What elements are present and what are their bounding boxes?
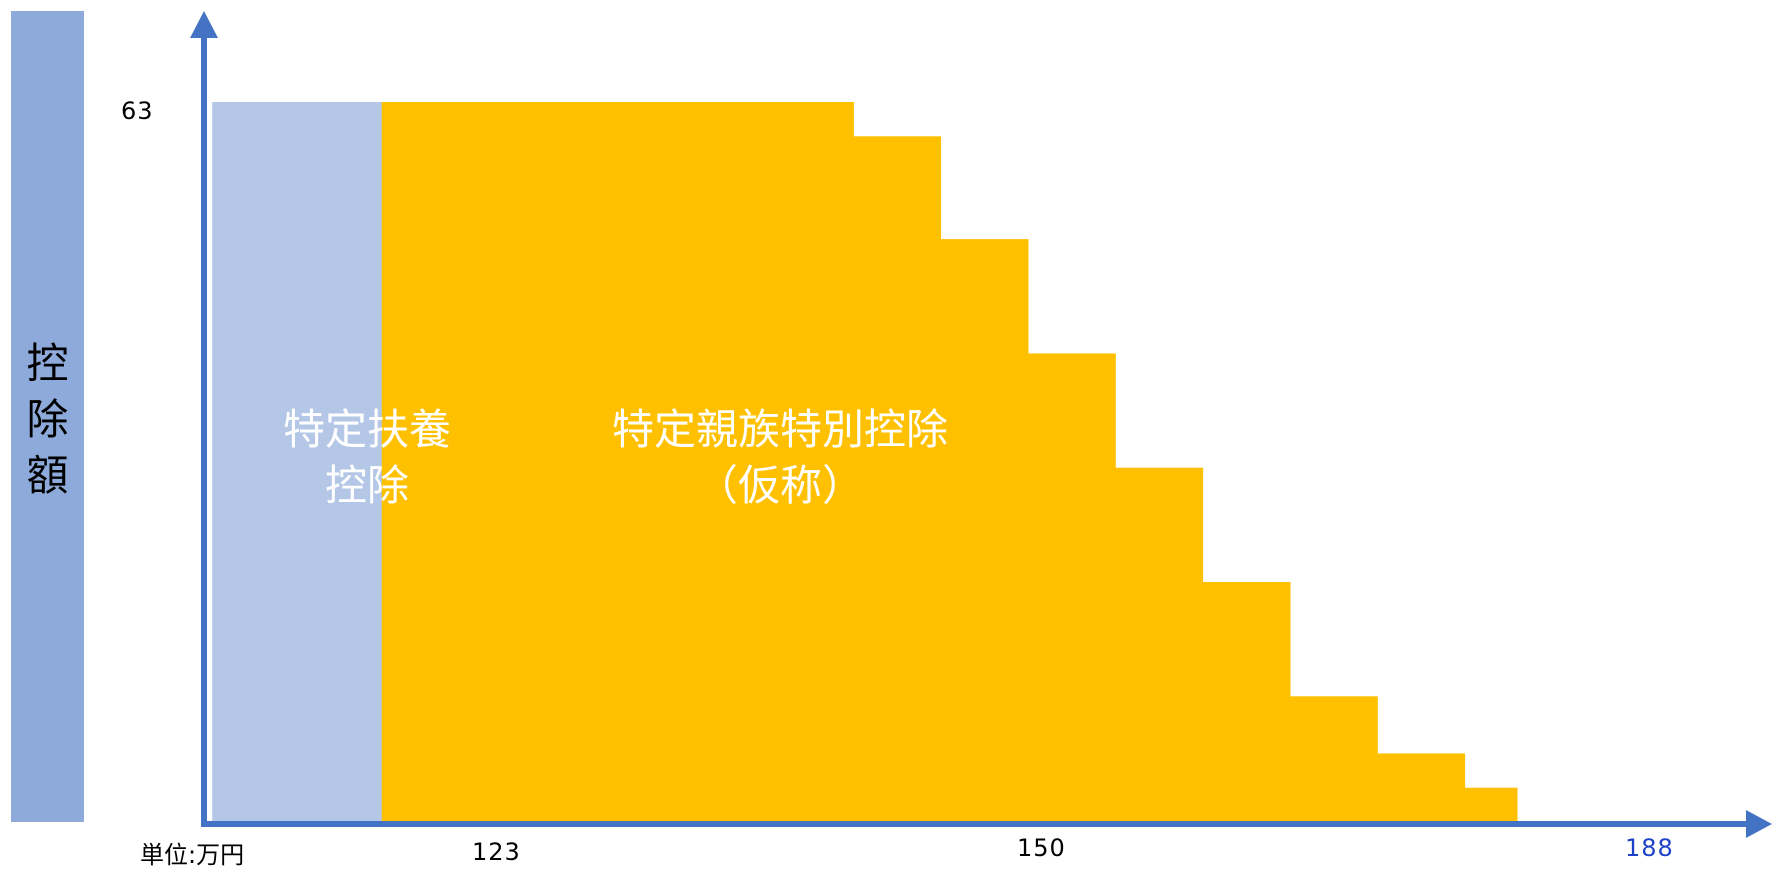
x-tick-label: 188: [1625, 834, 1674, 862]
bar-step-1-8: [1464, 787, 1518, 822]
x-axis-arrow: [1746, 810, 1772, 838]
region-label-tokutei-fuyo: 特定扶養 控除: [212, 402, 522, 514]
y-tick-label: 63: [121, 97, 154, 125]
bar-step-1-2: [940, 239, 1029, 823]
bar-step-1-4: [1115, 467, 1204, 822]
region-label-line: 控除: [324, 461, 409, 510]
region-label-line: 特定扶養: [282, 405, 451, 454]
x-tick-label: 123: [472, 838, 521, 866]
unit-label: 単位:万円: [140, 841, 245, 869]
region-label-tokutei-shinzoku: 特定親族特別控除 （仮称）: [565, 402, 995, 514]
bar-step-1-6: [1289, 696, 1378, 822]
y-axis-label-char: 額: [26, 451, 69, 500]
region-label-line: 特定親族特別控除: [611, 405, 948, 454]
y-axis-arrow: [190, 11, 218, 38]
bar-step-1-0: [381, 102, 854, 822]
bar-step-1-7: [1377, 753, 1466, 822]
y-axis-label-char: 控: [26, 339, 69, 388]
bar-step-0-0: [212, 102, 383, 822]
bar-step-1-1: [853, 136, 942, 823]
y-axis-label: 控除額: [11, 336, 84, 504]
x-tick-label: 150: [1017, 834, 1066, 862]
region-label-line: （仮称）: [695, 461, 864, 510]
bar-step-1-3: [1027, 353, 1116, 822]
y-axis-label-box: 控除額: [11, 11, 84, 822]
bar-step-1-5: [1202, 582, 1291, 822]
y-axis-label-char: 除: [26, 395, 69, 444]
